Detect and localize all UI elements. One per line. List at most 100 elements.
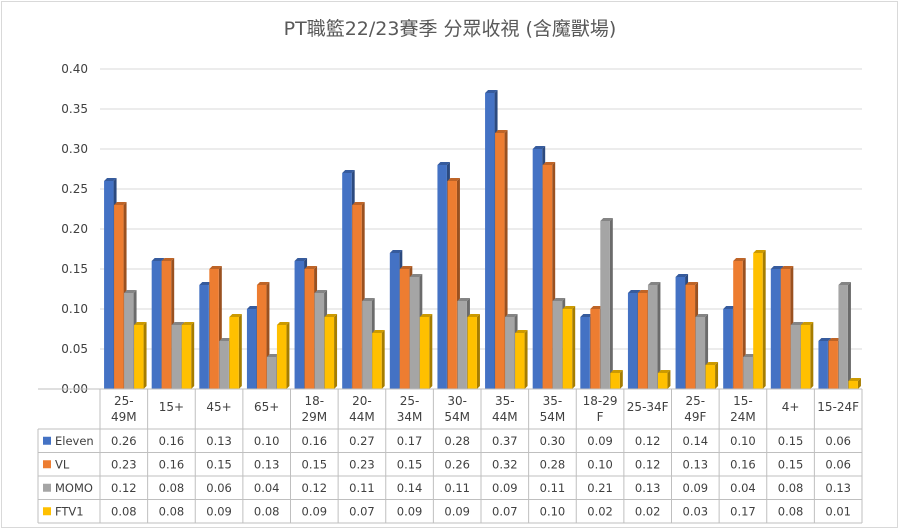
y-tick-label: 0.30 [61,142,88,156]
y-tick-label: 0.15 [61,262,88,276]
bar-ftv1 [515,333,525,389]
data-label: 0.12 [302,481,328,495]
bar-top [743,354,756,357]
bar-eleven [580,317,590,389]
data-label: 0.04 [730,481,756,495]
bar-top [733,258,746,261]
data-label: 0.12 [635,457,661,471]
category-label: 54M [444,410,470,424]
bar-eleven [437,165,447,389]
bar-top [467,314,480,317]
bar-vl [780,269,791,389]
bar-vl [447,181,457,389]
bar-top [256,282,270,285]
bar-top [104,178,117,181]
data-label: 0.16 [730,457,756,471]
bar-vl [399,269,410,389]
data-label: 0.23 [111,457,137,471]
bar-top [723,306,736,309]
bar-top [495,130,508,133]
data-label: 0.09 [302,504,328,518]
category-label: 20- [352,394,372,408]
data-label: 0.06 [825,457,851,471]
category-label: 29M [302,410,328,424]
data-label: 0.08 [159,504,185,518]
bar-momo [695,317,706,389]
bar-side [143,322,147,389]
bar-top [515,330,528,333]
bar-ftv1 [800,325,811,389]
bar-ftv1 [562,309,573,389]
bar-top [171,322,185,325]
bar-ftv1 [229,317,239,389]
bar-momo [314,293,325,389]
bar-side [476,314,480,389]
data-label: 0.07 [349,504,375,518]
bar-top [627,290,641,293]
bar-top [800,322,814,325]
legend-label: FTV1 [55,504,84,518]
category-label: 25-34F [627,400,669,414]
data-label: 0.27 [349,434,375,448]
y-tick-label: 0.20 [61,222,88,236]
bar-eleven [532,149,543,389]
bar-top [199,282,212,285]
category-label: 24M [730,410,756,424]
bar-top [610,370,623,373]
bar-top [848,378,861,381]
bar-top [647,282,661,285]
data-label: 0.26 [111,434,137,448]
bar-eleven [294,261,305,389]
bar-top [409,274,423,277]
bar-top [372,330,385,333]
bar-vl [590,309,600,389]
legend-key-momo [43,483,51,492]
data-label: 0.21 [587,481,613,495]
category-label: 25- [686,394,706,408]
bar-momo [743,357,753,389]
bar-side [191,322,195,389]
bar-top [485,90,498,93]
bar-ftv1 [324,317,335,389]
data-label: 0.14 [683,434,709,448]
bar-side [609,218,613,389]
category-label: 34M [397,410,423,424]
data-label: 0.09 [587,434,613,448]
bar-top [695,314,709,317]
category-label: 44M [492,410,518,424]
bar-momo [266,357,277,389]
data-label: 0.30 [540,434,566,448]
bar-momo [790,325,801,389]
bar-vl [733,261,743,389]
bar-ftv1 [753,253,763,389]
bar-top [419,314,433,317]
y-tick-label: 0.25 [61,182,88,196]
bar-top [342,170,355,173]
category-label: 15-24F [817,400,859,414]
legend-key-ftv1 [43,507,51,516]
bar-top [790,322,804,325]
data-label: 0.08 [111,504,137,518]
data-label: 0.26 [444,457,470,471]
bar-top [124,290,137,293]
category-label: 44M [349,410,375,424]
bar-side [524,330,528,389]
bar-eleven [389,253,400,389]
data-label: 0.15 [778,457,804,471]
bar-top [590,306,603,309]
legend-label: Eleven [55,434,94,448]
y-tick-label: 0.35 [61,102,88,116]
bar-side [667,370,671,389]
legend-label: MOMO [55,481,93,495]
bar-top [324,314,338,317]
bar-top [151,258,165,261]
bar-side [286,322,290,389]
data-label: 0.32 [492,457,518,471]
data-label: 0.17 [730,504,756,518]
bar-top [294,258,308,261]
bar-top [705,362,719,365]
legend-key-eleven [43,436,51,445]
bar-eleven [485,93,495,389]
bar-eleven [246,309,257,389]
